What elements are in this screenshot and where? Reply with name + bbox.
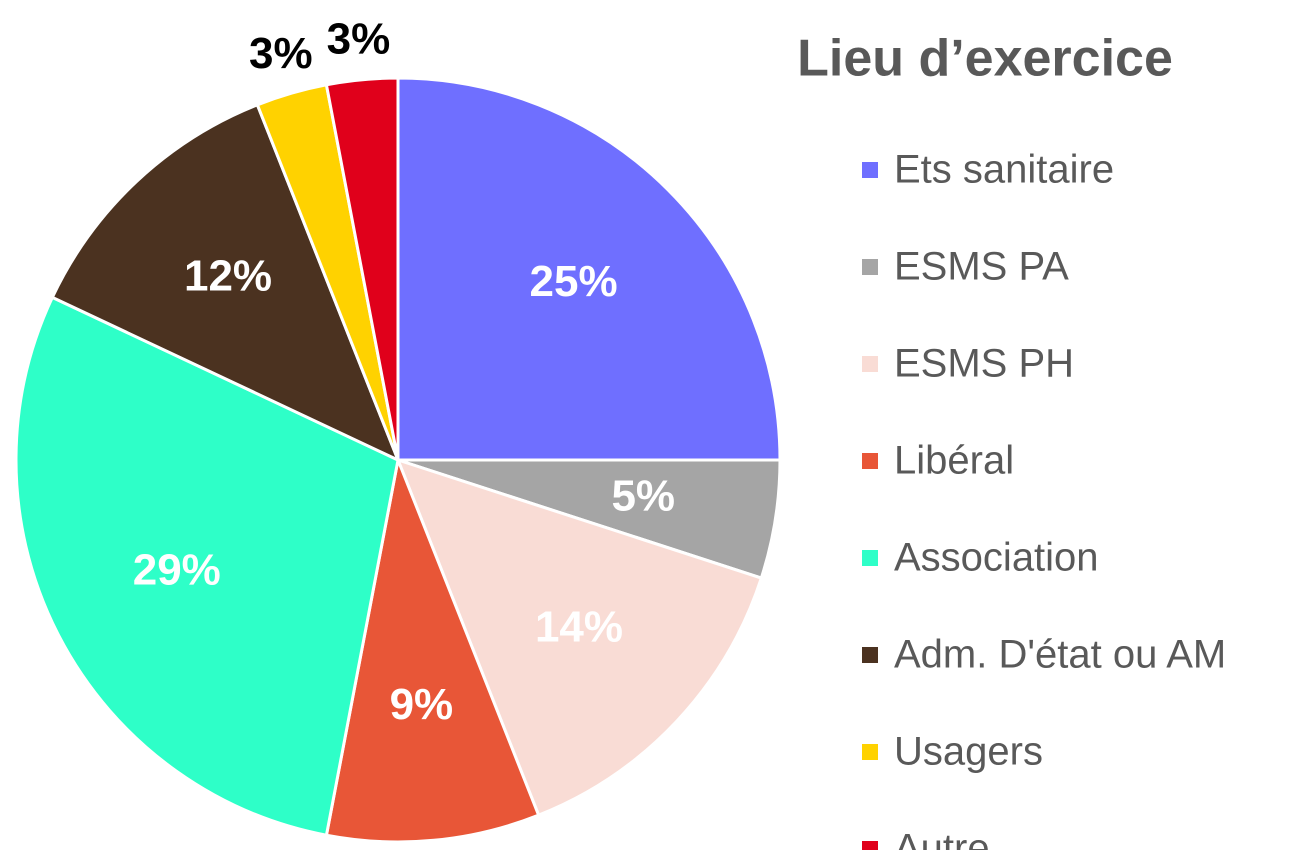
legend-label: Adm. D'état ou AM	[894, 633, 1226, 677]
legend-label: Association	[894, 536, 1099, 580]
data-label: 5%	[611, 471, 675, 520]
pie-slice	[324, 76, 400, 461]
data-label: 29%	[133, 545, 221, 594]
legend-swatch	[862, 259, 878, 275]
legend-swatch	[862, 356, 878, 372]
data-label: 25%	[530, 257, 618, 306]
chart-title: Lieu d’exercice	[797, 30, 1173, 88]
data-label: 14%	[535, 603, 623, 652]
legend-swatch	[862, 841, 878, 850]
legend-swatch	[862, 162, 878, 178]
data-label: 3%	[249, 29, 313, 78]
pie-slice	[396, 76, 782, 462]
data-label: 9%	[390, 680, 454, 729]
legend-label: Libéral	[894, 439, 1014, 483]
legend-label: Ets sanitaire	[894, 148, 1114, 192]
legend-label: ESMS PH	[894, 342, 1074, 386]
data-label: 3%	[327, 14, 391, 63]
pie-slice	[324, 454, 541, 844]
legend-swatch	[862, 453, 878, 469]
pie-slice	[395, 457, 764, 818]
legend-label: ESMS PA	[894, 245, 1069, 289]
pie-slice	[50, 102, 401, 463]
legend-label: Autre	[894, 827, 990, 850]
legend-swatch	[862, 647, 878, 663]
pie-slice	[14, 295, 400, 837]
legend-label: Usagers	[894, 730, 1043, 774]
legend-swatch	[862, 550, 878, 566]
legend-swatch	[862, 744, 878, 760]
data-label: 12%	[184, 252, 272, 301]
